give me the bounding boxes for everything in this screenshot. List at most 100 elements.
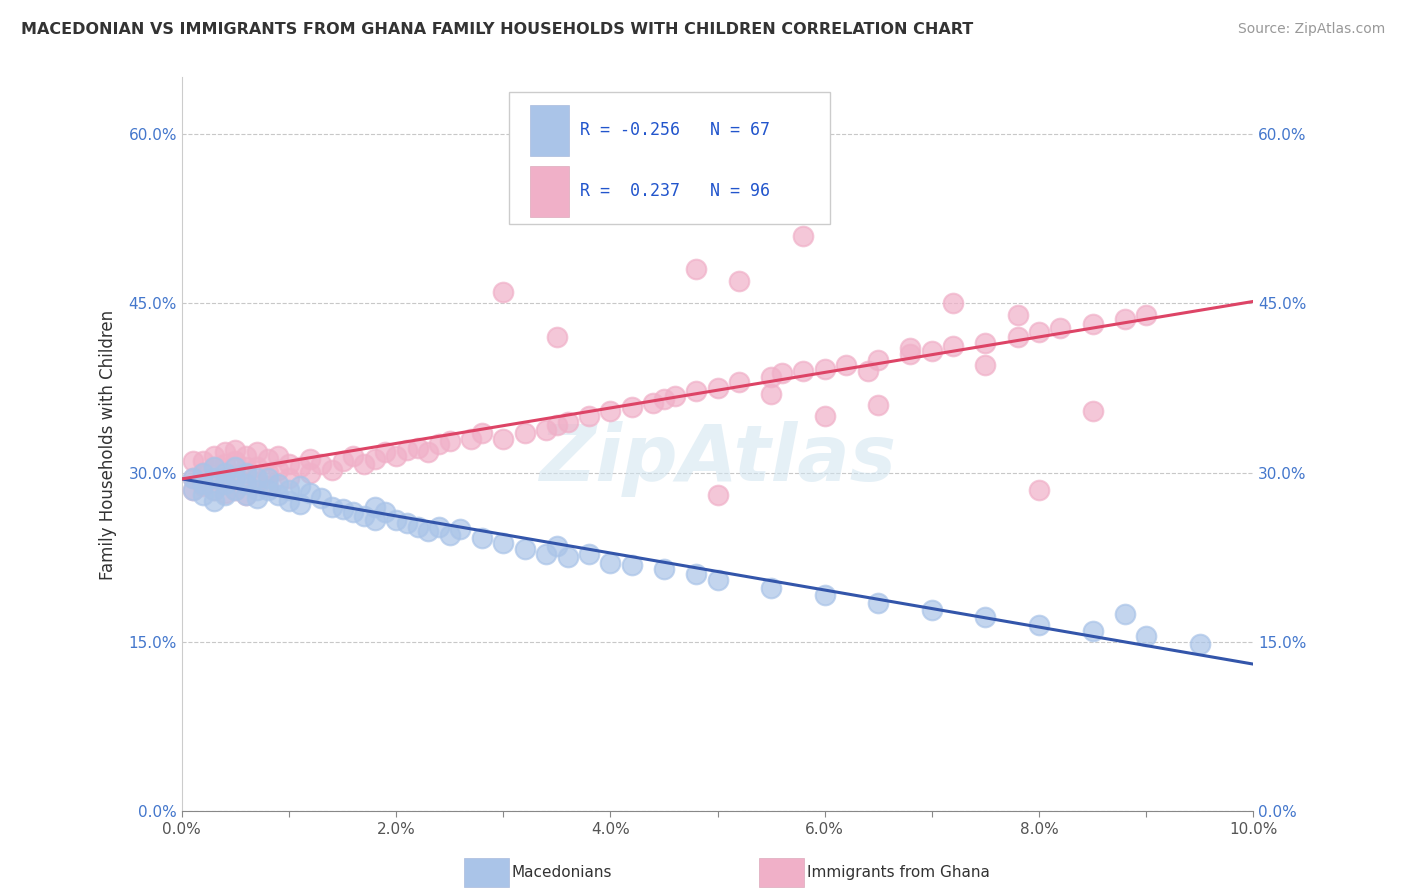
Point bbox=[353, 457, 375, 471]
Point bbox=[759, 581, 782, 595]
Point bbox=[181, 471, 204, 485]
Text: Source: ZipAtlas.com: Source: ZipAtlas.com bbox=[1237, 22, 1385, 37]
Point bbox=[942, 339, 965, 353]
Point bbox=[471, 426, 494, 441]
Point bbox=[685, 567, 707, 582]
Point bbox=[1114, 312, 1136, 326]
Point bbox=[728, 274, 751, 288]
Point bbox=[439, 528, 461, 542]
Point bbox=[202, 471, 225, 485]
Point bbox=[1007, 330, 1029, 344]
Point bbox=[546, 539, 568, 553]
Point bbox=[235, 449, 257, 463]
Point bbox=[1135, 308, 1157, 322]
Point bbox=[224, 483, 246, 497]
Point bbox=[534, 547, 557, 561]
Point bbox=[395, 516, 418, 531]
Point bbox=[342, 505, 364, 519]
Point bbox=[332, 501, 354, 516]
Point bbox=[193, 466, 215, 480]
Point bbox=[599, 556, 621, 570]
Point bbox=[643, 395, 665, 409]
Point bbox=[835, 359, 858, 373]
Point bbox=[1081, 624, 1104, 638]
Point bbox=[664, 389, 686, 403]
Point bbox=[246, 445, 269, 459]
Point bbox=[224, 460, 246, 475]
Point bbox=[770, 366, 793, 380]
Text: Macedonians: Macedonians bbox=[512, 865, 612, 880]
Point bbox=[792, 228, 814, 243]
Point bbox=[278, 471, 301, 485]
Point bbox=[620, 558, 643, 573]
Point bbox=[385, 513, 408, 527]
Point bbox=[578, 547, 600, 561]
Point bbox=[1049, 321, 1071, 335]
Point bbox=[578, 409, 600, 424]
Point bbox=[395, 443, 418, 458]
Point bbox=[235, 488, 257, 502]
Point bbox=[1188, 637, 1211, 651]
Point bbox=[814, 588, 837, 602]
Point bbox=[652, 392, 675, 407]
Point bbox=[868, 398, 890, 412]
Point bbox=[599, 403, 621, 417]
Point bbox=[224, 471, 246, 485]
Point bbox=[385, 449, 408, 463]
Point bbox=[1028, 483, 1050, 497]
Point bbox=[685, 262, 707, 277]
Point bbox=[288, 460, 311, 475]
Point bbox=[235, 488, 257, 502]
Point bbox=[900, 347, 922, 361]
Point bbox=[449, 522, 471, 536]
Point bbox=[342, 449, 364, 463]
Point bbox=[418, 524, 440, 539]
Point bbox=[706, 488, 728, 502]
Point bbox=[942, 296, 965, 310]
Point bbox=[202, 483, 225, 497]
FancyBboxPatch shape bbox=[530, 105, 568, 155]
Point bbox=[374, 505, 396, 519]
Point bbox=[921, 343, 943, 358]
Point bbox=[363, 500, 385, 514]
Point bbox=[288, 479, 311, 493]
Point bbox=[278, 483, 301, 497]
Point bbox=[224, 483, 246, 497]
Point bbox=[1007, 308, 1029, 322]
Point bbox=[193, 477, 215, 491]
Point bbox=[246, 483, 269, 497]
Point bbox=[202, 483, 225, 497]
FancyBboxPatch shape bbox=[509, 92, 830, 224]
Point bbox=[214, 486, 236, 500]
Point bbox=[256, 479, 278, 493]
Point bbox=[406, 441, 429, 455]
Point bbox=[181, 454, 204, 468]
Point bbox=[492, 432, 515, 446]
Point bbox=[224, 454, 246, 468]
Point bbox=[299, 486, 322, 500]
Text: ZipAtlas: ZipAtlas bbox=[538, 421, 896, 497]
Point bbox=[267, 449, 290, 463]
Point bbox=[214, 471, 236, 485]
Point bbox=[246, 471, 269, 485]
Point bbox=[557, 550, 579, 565]
Point bbox=[224, 443, 246, 458]
Point bbox=[278, 457, 301, 471]
Point bbox=[706, 573, 728, 587]
Point bbox=[792, 364, 814, 378]
Point bbox=[427, 520, 450, 534]
Point bbox=[193, 466, 215, 480]
Point bbox=[460, 432, 482, 446]
Point bbox=[235, 466, 257, 480]
Point bbox=[309, 491, 332, 505]
Text: MACEDONIAN VS IMMIGRANTS FROM GHANA FAMILY HOUSEHOLDS WITH CHILDREN CORRELATION : MACEDONIAN VS IMMIGRANTS FROM GHANA FAMI… bbox=[21, 22, 973, 37]
Point bbox=[202, 449, 225, 463]
Point bbox=[246, 491, 269, 505]
Point bbox=[256, 466, 278, 480]
Point bbox=[1028, 325, 1050, 339]
Point bbox=[193, 488, 215, 502]
Point bbox=[246, 460, 269, 475]
Point bbox=[557, 415, 579, 429]
Point bbox=[224, 467, 246, 482]
Point bbox=[374, 445, 396, 459]
